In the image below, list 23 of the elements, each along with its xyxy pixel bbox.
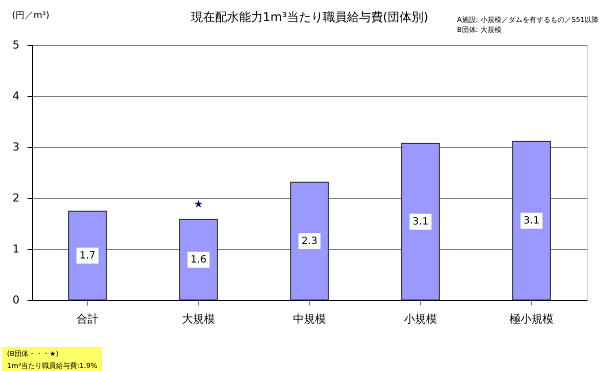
y-axis-title: (円／m³) [12,11,50,21]
data-label: 2.3 [302,236,318,248]
x-tick-label: 中規模 [293,312,326,326]
bar [512,140,551,300]
bar [290,182,329,300]
x-tick-label: 小規模 [404,312,437,326]
x-tick-label: 大規模 [182,312,215,326]
bar [401,142,440,300]
data-label: 3.1 [412,216,428,228]
y-tick-label: 4 [12,90,20,102]
chart-title: 現在配水能力1m³当たり職員給与費(団体別) [190,10,428,24]
y-tick-label: 3 [12,140,20,154]
y-tick-label: 5 [12,38,20,52]
x-tick-label: 合計 [76,312,98,326]
data-label: 1.6 [190,254,206,266]
y-tick-label: 2 [12,192,20,204]
data-label: 3.1 [524,216,540,227]
y-tick-label: 1 [12,242,20,256]
bar [179,218,218,300]
x-tick-label: 極小規模 [510,312,554,326]
data-label: 1.7 [80,250,96,262]
bar [68,210,107,300]
y-tick-label: 0 [12,294,20,306]
